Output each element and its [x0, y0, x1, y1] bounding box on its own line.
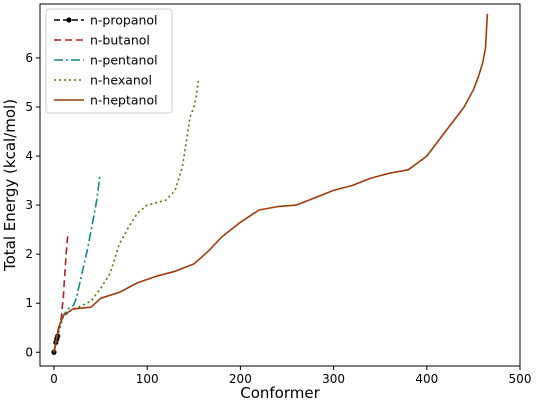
- legend-box: [45, 8, 173, 114]
- y-tick-label: 0: [25, 345, 33, 359]
- x-axis: 0 100 200 300 400 500: [50, 366, 531, 386]
- legend-label-n-heptanol: n-heptanol: [90, 93, 158, 108]
- y-tick-label: 6: [25, 51, 33, 65]
- legend-label-n-pentanol: n-pentanol: [90, 53, 158, 68]
- legend-marker-n-propanol: [66, 17, 72, 23]
- series-line-n-butanol: [53, 232, 69, 353]
- legend-label-n-butanol: n-butanol: [90, 33, 150, 48]
- y-tick-label: 1: [25, 296, 33, 310]
- series-line-n-hexanol: [53, 79, 200, 353]
- series-line-n-pentanol: [53, 176, 101, 353]
- legend-label-n-propanol: n-propanol: [90, 13, 158, 28]
- x-tick-label: 200: [229, 372, 252, 386]
- y-tick-label: 3: [25, 198, 33, 212]
- series-line-n-heptanol: [53, 13, 489, 353]
- x-tick-label: 500: [509, 372, 532, 386]
- x-tick-label: 300: [322, 372, 345, 386]
- legend: n-propanol n-butanol n-pentanol n-hexanol n-…: [45, 8, 173, 114]
- plot-frame: [39, 3, 521, 367]
- x-tick-label: 0: [50, 372, 58, 386]
- y-axis: 0 1 2 3 4 5 6: [25, 51, 40, 359]
- x-tick-label: 400: [415, 372, 438, 386]
- y-axis-label: Total Energy (kcal/mol): [1, 99, 19, 272]
- y-tick-label: 4: [25, 149, 33, 163]
- x-axis-label: Conformer: [240, 384, 320, 402]
- plot-area: [51, 13, 489, 355]
- y-tick-label: 5: [25, 100, 33, 114]
- legend-label-n-hexanol: n-hexanol: [90, 73, 152, 88]
- y-tick-label: 2: [25, 247, 33, 261]
- x-tick-label: 100: [136, 372, 159, 386]
